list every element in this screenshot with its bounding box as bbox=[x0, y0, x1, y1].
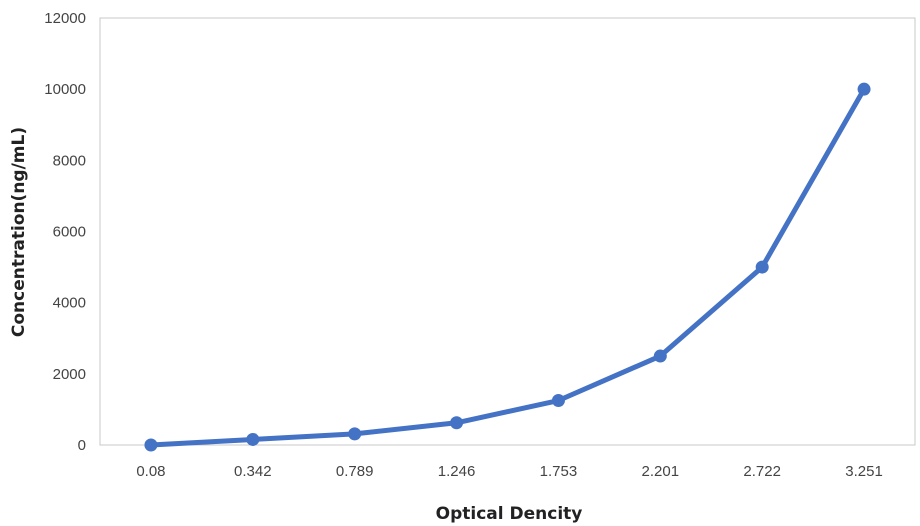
x-axis-ticks: 0.08 0.342 0.789 1.246 1.753 2.201 2.722 3.251 bbox=[136, 463, 883, 480]
data-point bbox=[450, 416, 464, 430]
y-tick-label: 8000 bbox=[53, 152, 86, 169]
data-point bbox=[653, 349, 667, 363]
x-tick-label: 0.08 bbox=[136, 463, 165, 480]
data-point bbox=[144, 438, 158, 452]
plot-area-frame bbox=[99, 17, 916, 446]
x-tick-label: 2.201 bbox=[642, 463, 680, 480]
series-line bbox=[148, 86, 867, 448]
data-point bbox=[755, 260, 769, 274]
y-tick-label: 12000 bbox=[44, 10, 86, 27]
y-tick-label: 6000 bbox=[53, 224, 86, 241]
data-point bbox=[348, 427, 362, 441]
y-tick-label: 2000 bbox=[53, 366, 86, 383]
x-tick-label: 1.246 bbox=[438, 463, 476, 480]
data-point bbox=[246, 432, 260, 446]
x-tick-label: 0.789 bbox=[336, 463, 374, 480]
x-tick-label: 0.342 bbox=[234, 463, 272, 480]
x-tick-label: 2.722 bbox=[743, 463, 781, 480]
y-tick-label: 10000 bbox=[44, 81, 86, 98]
x-axis-title: Optical Dencity bbox=[436, 504, 583, 524]
x-tick-label: 1.753 bbox=[540, 463, 578, 480]
y-axis-title: Concentration(ng/mL) bbox=[9, 127, 29, 337]
x-tick-label: 3.251 bbox=[845, 463, 883, 480]
data-points bbox=[144, 82, 871, 452]
data-point bbox=[551, 394, 565, 408]
y-tick-label: 4000 bbox=[53, 295, 86, 312]
y-axis-ticks: 0 2000 4000 6000 8000 10000 12000 bbox=[44, 10, 86, 454]
data-point bbox=[857, 82, 871, 96]
y-tick-label: 0 bbox=[78, 437, 86, 454]
